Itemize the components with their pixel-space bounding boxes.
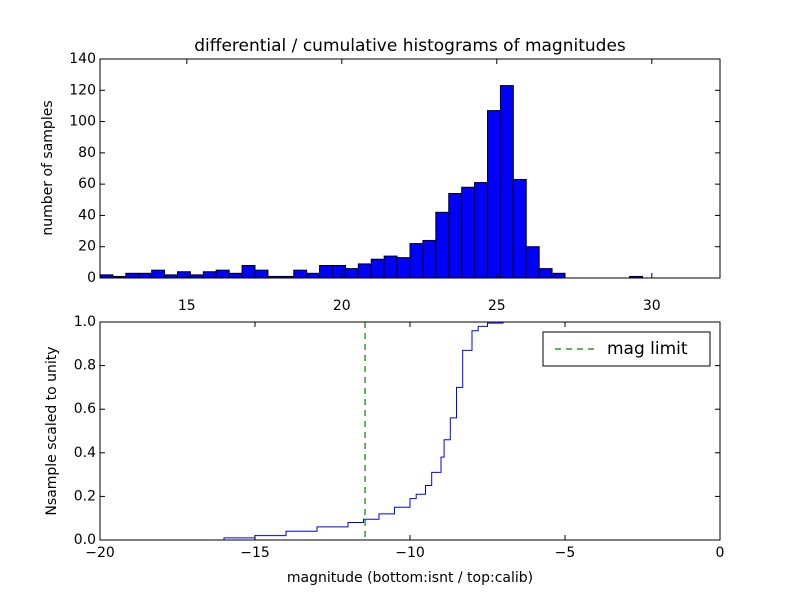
bar (306, 272, 321, 279)
legend-label: mag limit (607, 339, 688, 359)
bar (512, 178, 527, 279)
line (100, 321, 721, 541)
bar (319, 264, 333, 279)
axes-frame (99, 58, 721, 279)
bar (357, 263, 372, 279)
y-tick-label: 120 (69, 82, 96, 98)
y-tick-label: 0.8 (74, 358, 96, 374)
bar (525, 246, 540, 279)
bar (202, 271, 217, 279)
bar (344, 268, 359, 279)
bar (293, 269, 308, 279)
bar (215, 269, 230, 279)
bar (383, 255, 398, 279)
x-tick-label: 20 (333, 298, 351, 314)
x-tick-label: 15 (178, 298, 196, 314)
x-tick-label: 25 (488, 298, 506, 314)
x-tick-label: −15 (240, 545, 270, 561)
x-axis-label: magnitude (bottom:isnt / top:calib) (287, 570, 533, 586)
y-tick-label: 0 (87, 270, 96, 286)
x-tick-label: −20 (85, 545, 115, 561)
y-tick-label: 0.4 (74, 445, 96, 461)
bar (487, 110, 501, 279)
bar (177, 271, 191, 279)
y-tick-label: 40 (78, 207, 96, 223)
bar (125, 272, 140, 279)
bar (370, 258, 385, 279)
x-tick-label: 30 (643, 298, 661, 314)
bar (332, 264, 346, 279)
y-tick-label: 100 (69, 114, 96, 130)
y-tick-label: 0.2 (74, 488, 96, 504)
y-axis-label: number of samples (40, 100, 56, 235)
bar (435, 211, 450, 279)
bar (448, 193, 463, 279)
y-tick-label: 80 (78, 145, 96, 161)
bar (461, 186, 476, 279)
chart-title: differential / cumulative histograms of … (194, 36, 626, 56)
bar (254, 269, 269, 279)
y-tick-label: 0.0 (74, 532, 96, 548)
y-tick-label: 20 (78, 239, 96, 255)
bar (151, 269, 166, 279)
y-tick-label: 60 (78, 176, 96, 192)
bar (422, 239, 437, 279)
y-tick-label: 1.0 (74, 314, 96, 330)
bar (409, 243, 424, 279)
bar (538, 268, 553, 279)
bar (396, 257, 411, 279)
bar (138, 272, 153, 279)
y-axis-label: Nsample scaled to unity (44, 346, 60, 515)
x-tick-label: −5 (555, 545, 576, 561)
y-tick-label: 0.6 (74, 401, 96, 417)
x-tick-label: −10 (395, 545, 425, 561)
bar (474, 182, 488, 279)
x-tick-label: 0 (716, 545, 725, 561)
y-tick-label: 140 (69, 51, 96, 67)
bar (551, 272, 566, 279)
bar (499, 85, 514, 279)
legend: mag limit (542, 331, 711, 367)
bar (228, 272, 243, 279)
bar (241, 264, 256, 279)
